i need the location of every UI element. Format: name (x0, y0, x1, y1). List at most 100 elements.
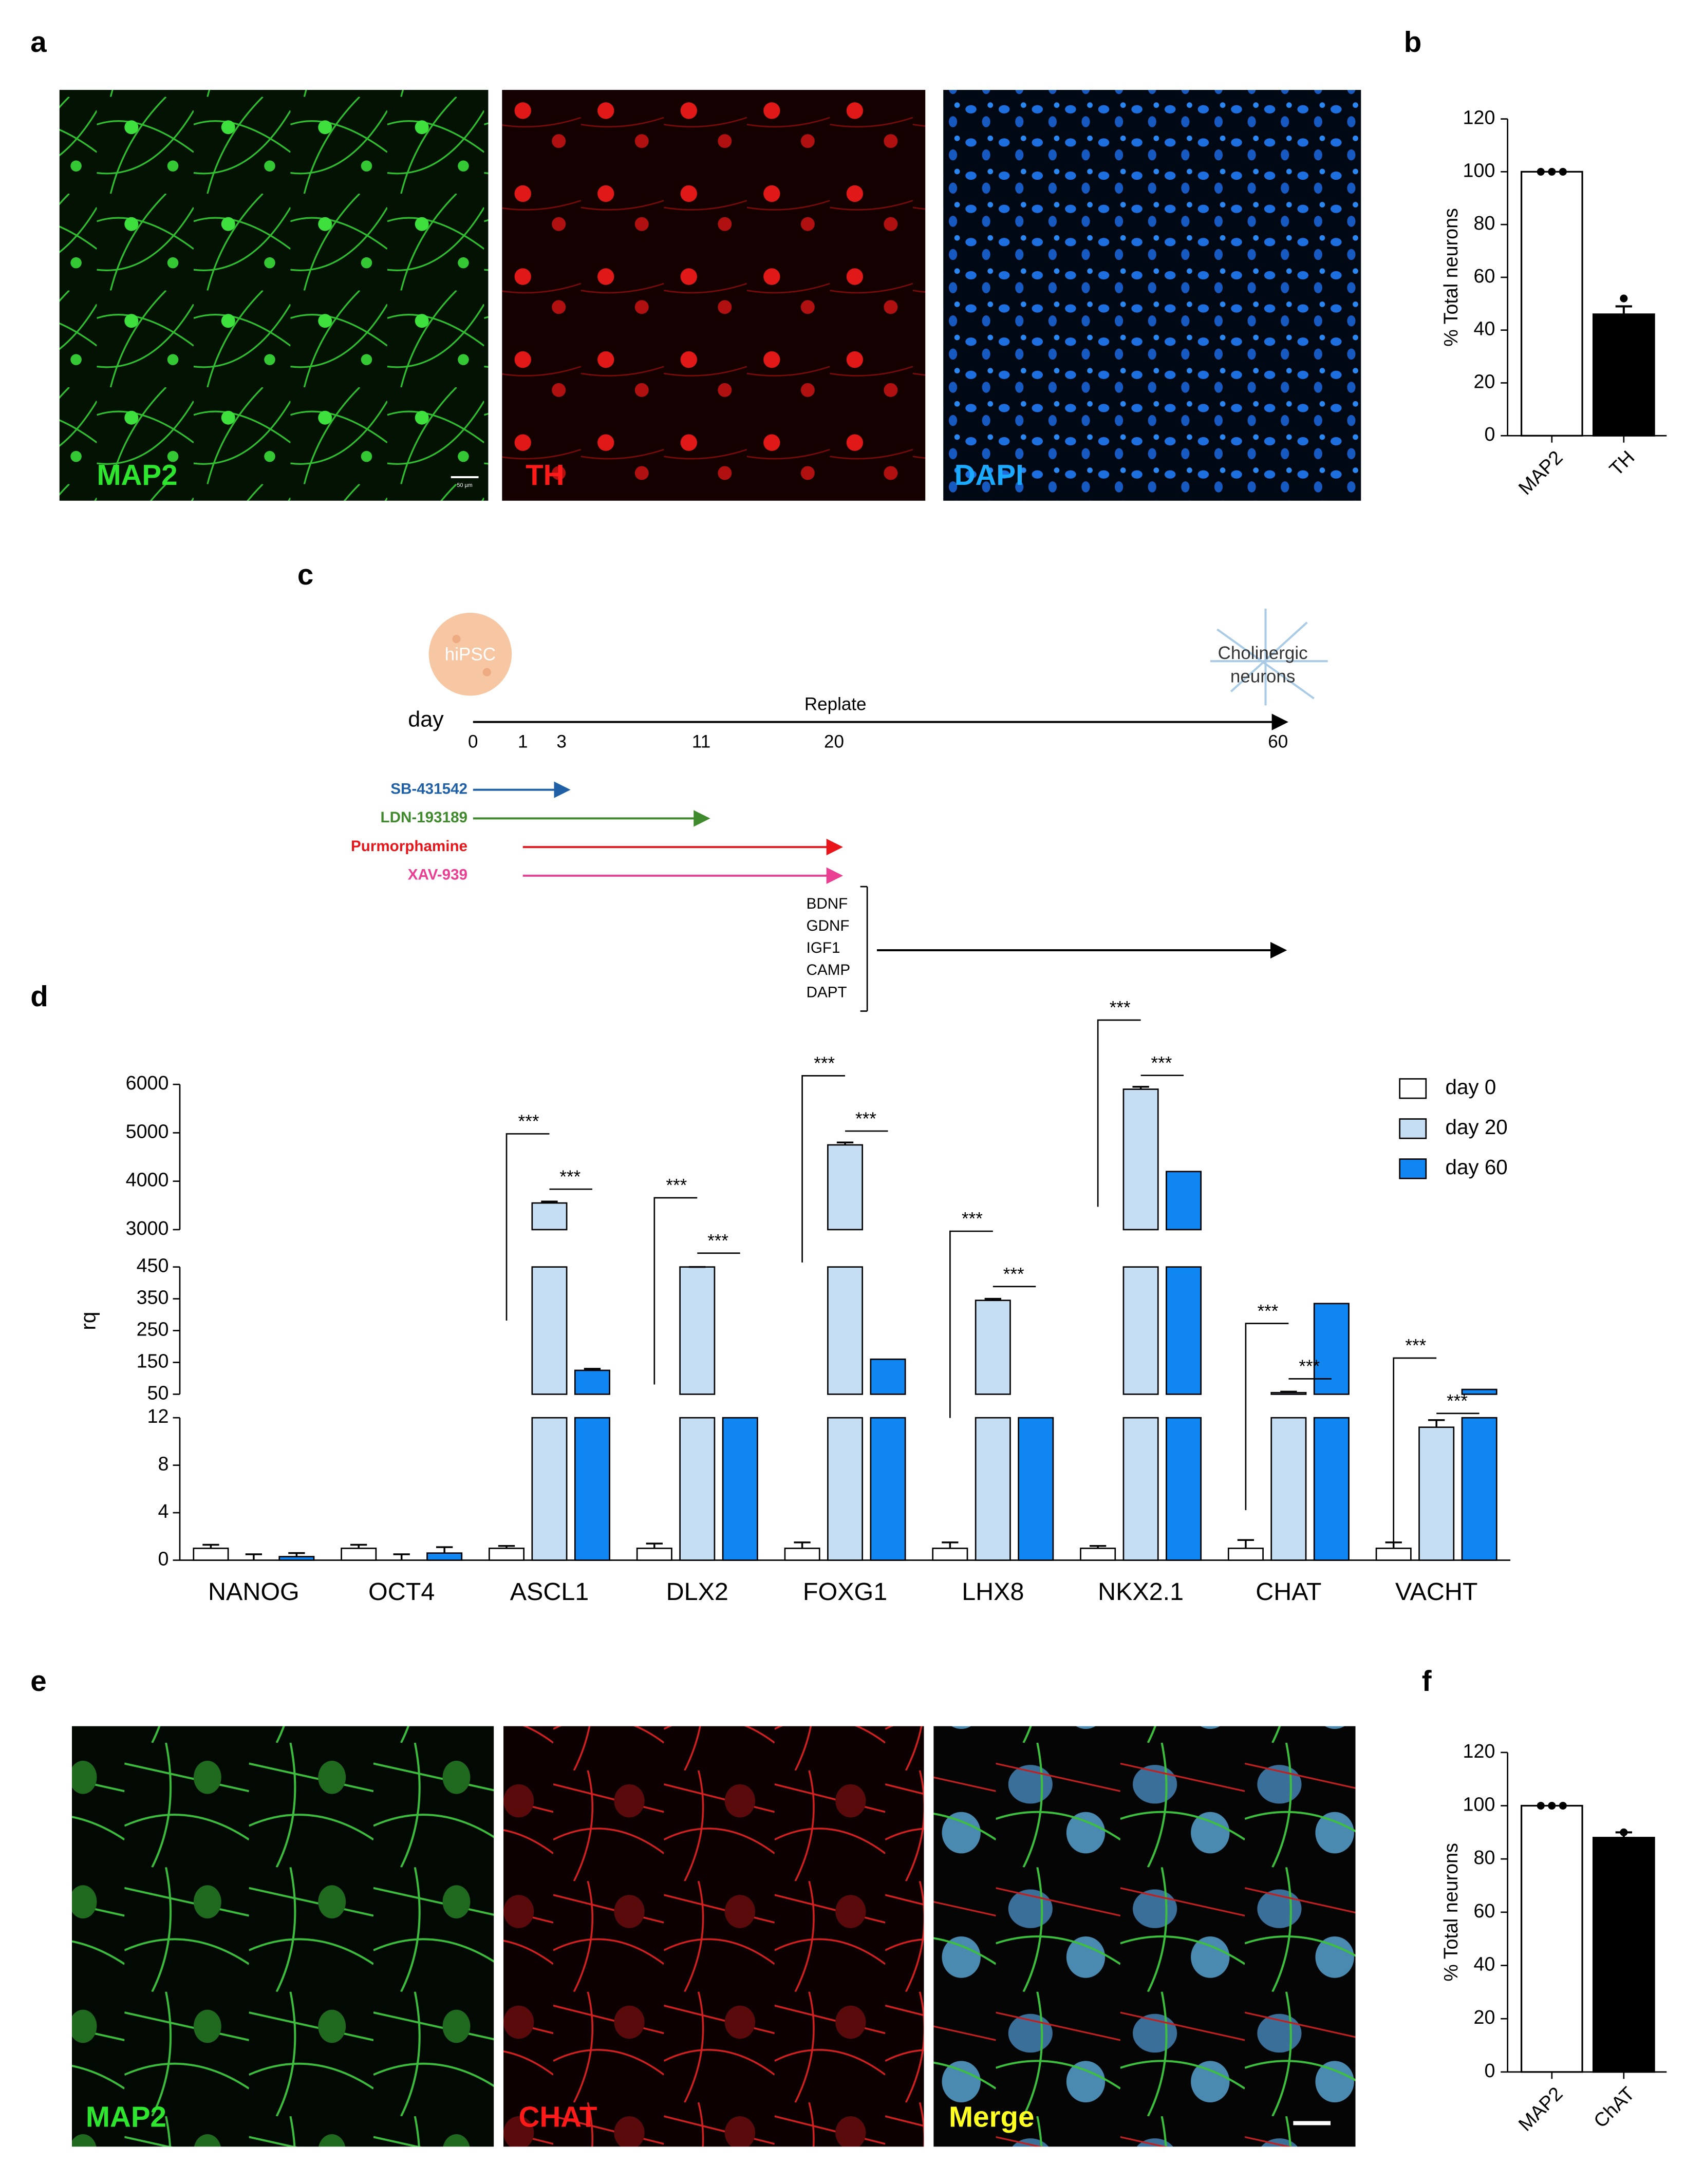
bar (1313, 1417, 1350, 1561)
bar (1166, 1171, 1202, 1231)
bar (722, 1417, 758, 1561)
scale-bar-label: 50 µm (457, 482, 473, 488)
end-label: Cholinergic (1218, 643, 1308, 663)
data-point (1548, 1801, 1556, 1810)
bar (679, 1266, 716, 1395)
sig-label: *** (855, 1109, 876, 1129)
micrograph (933, 1726, 1356, 2147)
bar (1227, 1548, 1264, 1561)
bar (1122, 1088, 1159, 1231)
sig-label: *** (518, 1112, 539, 1132)
bar (1270, 1417, 1307, 1561)
sig-bracket (1393, 1357, 1437, 1545)
panel-a-images (59, 90, 1361, 501)
bar (531, 1417, 568, 1561)
x-tick-label: ASCL1 (510, 1578, 589, 1606)
panel-label: f (1422, 1665, 1432, 1697)
dot (482, 668, 491, 676)
y-tick-label: 120 (1463, 107, 1495, 128)
end-label: neurons (1230, 667, 1295, 687)
bar (1592, 313, 1655, 437)
bar (1461, 1417, 1497, 1561)
y-axis-label: % Total neurons (1440, 1843, 1462, 1982)
y-tick-label: 120 (1463, 1740, 1495, 1762)
bar (341, 1548, 377, 1561)
bar (975, 1300, 1011, 1395)
y-tick-label: 20 (1474, 2006, 1495, 2028)
bar (932, 1548, 968, 1561)
y-tick-label: 0 (158, 1548, 169, 1569)
sig-label: *** (707, 1231, 728, 1251)
data-point (1537, 1801, 1545, 1810)
panel-label: a (30, 26, 47, 58)
bar (1592, 1837, 1655, 2073)
bar (827, 1266, 864, 1395)
sig-bracket (505, 1133, 550, 1321)
bar (636, 1548, 672, 1561)
bar (784, 1548, 820, 1561)
bar (574, 1369, 610, 1395)
bar (1520, 1804, 1583, 2073)
x-tick-label: MAP2 (1514, 2083, 1566, 2135)
factor-label: BDNF (807, 895, 848, 912)
day-tick: 20 (824, 731, 844, 751)
legend-swatch (1399, 1078, 1427, 1099)
treatment-label: XAV-939 (408, 867, 467, 883)
timeline-icons (428, 608, 1328, 1012)
bar (1418, 1426, 1455, 1561)
y-tick-label: 0 (1484, 2060, 1495, 2081)
micrograph (59, 90, 489, 501)
x-tick-label: NANOG (208, 1578, 299, 1606)
y-tick-label: 20 (1474, 370, 1495, 392)
sig-bracket (1097, 1019, 1141, 1207)
y-tick-label: 40 (1474, 318, 1495, 340)
panel-e-images (72, 1726, 1356, 2147)
y-tick-label: 250 (137, 1318, 169, 1340)
y-axis-label: % Total neurons (1440, 208, 1462, 347)
bar (1166, 1417, 1202, 1561)
data-point (1548, 167, 1556, 176)
micrograph (502, 90, 926, 501)
x-tick-label: TH (1605, 446, 1638, 480)
bar (278, 1556, 315, 1561)
y-tick-label: 100 (1463, 159, 1495, 181)
bar (975, 1417, 1011, 1561)
bar (1018, 1417, 1054, 1561)
sig-label: *** (962, 1209, 983, 1229)
sig-label: *** (814, 1053, 835, 1074)
panel-label: d (30, 980, 48, 1012)
bar (827, 1417, 864, 1561)
image-label: CHAT (519, 2100, 597, 2133)
sig-label: *** (1299, 1357, 1320, 1377)
day-tick: 11 (692, 731, 710, 751)
y-tick-label: 100 (1463, 1793, 1495, 1815)
y-tick-label: 40 (1474, 1953, 1495, 1974)
day-tick: 1 (518, 731, 528, 751)
y-tick-label: 3000 (126, 1217, 169, 1239)
data-point (1537, 167, 1545, 176)
day-tick: 60 (1268, 731, 1288, 751)
y-tick-label: 80 (1474, 212, 1495, 234)
y-tick-label: 8 (158, 1453, 169, 1475)
micrograph (503, 1726, 924, 2147)
bar (827, 1144, 864, 1231)
legend-swatch (1399, 1158, 1427, 1179)
x-tick-label: OCT4 (368, 1578, 435, 1606)
bar (574, 1417, 610, 1561)
bar (531, 1202, 568, 1231)
panel-label: c (297, 558, 313, 591)
y-tick-label: 60 (1474, 265, 1495, 287)
y-tick-label: 6000 (126, 1072, 169, 1094)
bar (870, 1417, 906, 1561)
sig-label: *** (1447, 1391, 1468, 1411)
sig-label: *** (1151, 1053, 1172, 1073)
factor-label: CAMP (807, 962, 851, 978)
treatment-label: SB-431542 (390, 780, 467, 797)
sig-bracket (653, 1197, 698, 1385)
bar (426, 1552, 463, 1561)
factor-label: IGF1 (807, 939, 840, 956)
legend-swatch (1399, 1118, 1427, 1139)
factor-label: GDNF (807, 917, 850, 934)
treatment-label: Purmorphamine (351, 838, 467, 855)
